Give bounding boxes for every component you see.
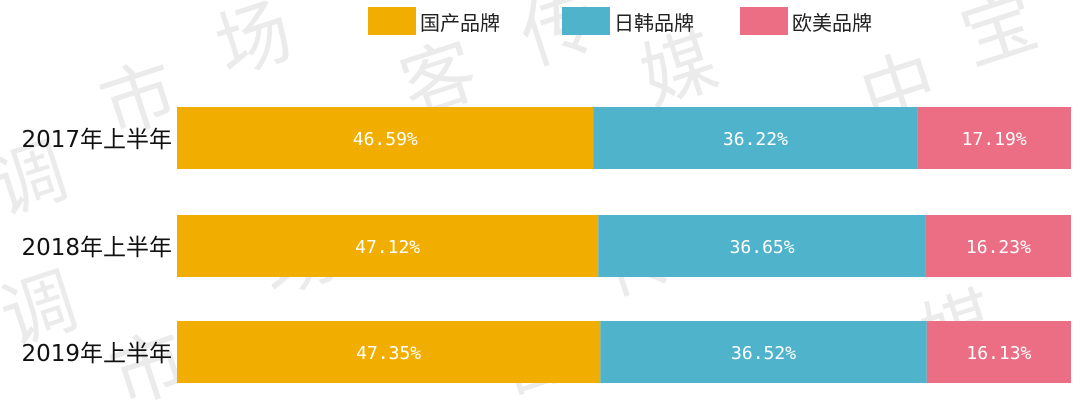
legend-item-europe-us: 欧美品牌 [740, 6, 872, 36]
legend-swatch-domestic [368, 7, 416, 35]
bar-segment [593, 107, 918, 169]
legend-swatch-japan-korea [562, 7, 610, 35]
data-label: 47.35% [356, 343, 421, 364]
bar-segment [600, 321, 927, 383]
category-label: 2017年上半年 [21, 127, 172, 153]
bar-segment [917, 107, 1071, 169]
data-label: 16.13% [966, 343, 1031, 364]
data-label: 16.23% [966, 237, 1031, 258]
data-label: 17.19% [962, 129, 1027, 150]
bar-segment [177, 215, 599, 277]
bar-segment [925, 215, 1071, 277]
bar-segment [177, 107, 594, 169]
bar-segment [926, 321, 1071, 383]
category-label: 2019年上半年 [21, 341, 172, 367]
legend-swatch-europe-us [740, 7, 788, 35]
legend-item-domestic: 国产品牌 [368, 6, 500, 36]
data-label: 36.52% [731, 343, 796, 364]
legend-item-japan-korea: 日韩品牌 [562, 6, 694, 36]
legend-label-europe-us: 欧美品牌 [792, 10, 872, 35]
category-label: 2018年上半年 [21, 235, 172, 261]
data-label: 47.12% [355, 237, 420, 258]
data-label: 36.22% [723, 129, 788, 150]
data-label: 36.65% [730, 237, 795, 258]
bar-segment [598, 215, 926, 277]
legend-label-domestic: 国产品牌 [420, 10, 500, 35]
data-label: 46.59% [353, 129, 418, 150]
bar-segment [177, 321, 601, 383]
legend: 国产品牌 日韩品牌 欧美品牌 [0, 6, 1080, 36]
legend-label-japan-korea: 日韩品牌 [614, 10, 694, 35]
